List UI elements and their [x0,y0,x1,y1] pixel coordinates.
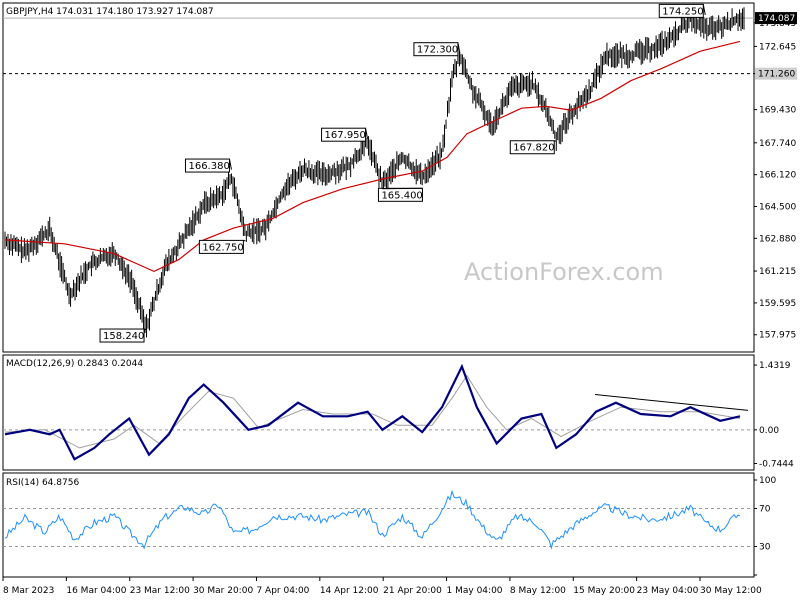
annotation-box [658,3,704,18]
price-annotation: 166.380 [184,158,232,173]
macd-line [4,363,741,461]
macd-tick-label: -0.7444 [759,459,794,469]
x-tick-label: 7 Apr 04:00 [256,586,309,596]
annotation-box [99,328,145,343]
macd-label: MACD(12,26,9) 0.2843 0.2044 [6,359,143,369]
annotation-leader [365,128,369,139]
price-annotation: 167.950 [321,127,369,142]
price-tick-label: 162.880 [759,234,796,244]
price-tick-label: 159.595 [759,299,796,309]
annotation-box [198,239,244,254]
annotation-leader [143,328,147,331]
rsi-line [4,489,741,550]
annotation-box [184,158,230,173]
price-tick-label: 164.500 [759,202,796,212]
x-tick-label: 8 Mar 2023 [3,586,54,596]
annotation-label: 167.820 [513,143,554,154]
macd-tick-label: 1.4319 [759,361,791,371]
annotation-label: 162.750 [202,242,243,253]
annotation-label: 172.300 [417,45,458,56]
x-tick-label: 30 May 12:00 [700,586,762,596]
rsi-label: RSI(14) 64.8756 [6,478,79,488]
x-tick-label: 14 Apr 12:00 [320,586,379,596]
annotation-leader [702,4,706,15]
annotation-label: 166.380 [188,161,229,172]
price-annotation: 158.240 [99,328,147,343]
annotation-label: 174.250 [662,6,703,17]
price-annotation: 172.300 [413,42,461,57]
price-annotation: 167.820 [509,140,557,155]
price-layer: 158.240 166.380 162.750 167.950 165.400 172.3… [3,3,754,343]
x-tick-label: 1 May 04:00 [447,586,503,596]
macd-panel-frame [2,354,755,471]
price-bars [4,4,745,338]
annotation-box [321,127,367,142]
price-annotation: 162.750 [198,239,246,254]
x-tick-label: 23 Mar 12:00 [130,586,190,596]
annotation-leader [382,187,423,190]
annotation-leader [457,42,461,54]
x-tick-label: 8 May 12:00 [510,586,566,596]
price-tick-label: 169.430 [759,106,796,116]
x-tick-label: 16 Mar 04:00 [66,586,126,596]
x-tick-label: 15 May 20:00 [573,586,635,596]
rsi-panel-frame [2,472,755,578]
macd-axis: 1.4319 0.00 -0.7444 [754,361,794,469]
rsi-tick-label: 30 [759,543,771,553]
annotation-leader [243,239,246,242]
instrument-header: GBPJPY,H4 174.031 174.180 173.927 174.08… [6,7,214,17]
current-price-label: 174.087 [758,14,795,24]
current-price-box [755,12,797,25]
annotation-label: 165.400 [381,190,422,201]
annotation-leader [554,140,557,142]
rsi-layer [3,489,754,550]
macd-trendline [594,394,749,411]
macd-layer [3,363,754,461]
price-tick-label: 161.215 [759,267,796,277]
annotation-box [509,140,555,155]
watermark: ActionForex.com [464,258,664,286]
x-tick-label: 30 Mar 20:00 [193,586,253,596]
annotation-label: 167.950 [325,130,366,141]
price-tick-label: 157.975 [759,331,796,341]
rsi-axis: 100 70 30 [754,476,776,576]
annotation-box [413,42,459,57]
price-axis: 173.845172.645171.260169.430167.740166.1… [754,12,797,341]
price-annotation: 174.250 [658,3,706,18]
rsi-tick-label: 70 [759,505,771,515]
price-tick-label: 166.120 [759,171,796,181]
price-tick-label: 167.740 [759,139,796,149]
moving-average-line [4,40,741,273]
annotation-label: 158.240 [103,331,144,342]
price-annotation: 165.400 [377,187,423,202]
level-label: 171.260 [758,70,795,80]
x-tick-label: 21 Apr 20:00 [383,586,442,596]
x-axis: 8 Mar 2023 16 Mar 04:00 23 Mar 12:00 30 Mar… [2,577,762,596]
annotation-leader [228,158,232,170]
rsi-tick-label: 100 [759,476,776,486]
price-panel-frame [2,2,755,353]
price-tick-label: 172.645 [759,42,796,52]
macd-tick-label: 0.00 [759,426,779,436]
x-tick-label: 23 May 04:00 [637,586,699,596]
level-label-box [755,67,797,80]
